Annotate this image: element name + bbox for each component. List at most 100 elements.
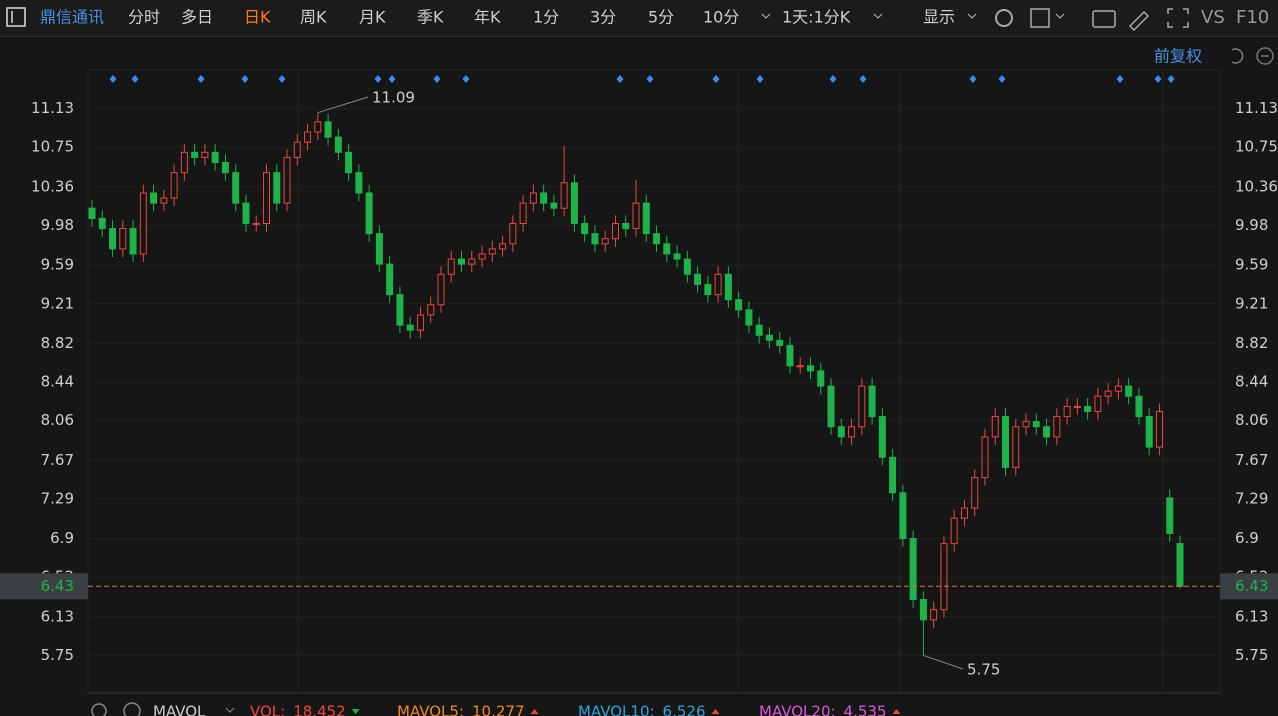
- candle-body: [991, 416, 999, 438]
- candle-body: [550, 202, 558, 209]
- vs-button[interactable]: VS: [1201, 7, 1225, 28]
- display-button[interactable]: 显示: [923, 8, 955, 27]
- candle-body: [262, 172, 270, 224]
- candle-body: [1135, 395, 1143, 418]
- candle-body: [1094, 395, 1102, 412]
- period-tab[interactable]: 1分: [533, 8, 559, 27]
- event-marker[interactable]: [433, 75, 441, 83]
- event-marker[interactable]: [388, 75, 396, 83]
- candle-body: [416, 314, 424, 331]
- event-marker[interactable]: [1167, 75, 1175, 83]
- candle-body: [150, 192, 158, 204]
- candle-body: [488, 248, 496, 255]
- candle-body: [581, 222, 589, 235]
- y-tick-label-right: 11.13: [1235, 99, 1278, 117]
- candle-body: [529, 192, 537, 204]
- candle-body: [1022, 421, 1030, 428]
- event-marker[interactable]: [131, 75, 139, 83]
- candle-body: [776, 339, 784, 346]
- event-marker[interactable]: [197, 75, 205, 83]
- candle-body: [724, 273, 732, 301]
- period-tab[interactable]: 3分: [590, 8, 616, 27]
- candle-body: [848, 426, 856, 438]
- event-marker[interactable]: [646, 75, 654, 83]
- zoom-out-icon[interactable]: [1256, 47, 1274, 65]
- event-marker[interactable]: [829, 75, 837, 83]
- event-marker[interactable]: [969, 75, 977, 83]
- trend-arrow: [892, 709, 901, 714]
- y-tick-label: 10.36: [31, 177, 74, 195]
- y-tick-label: 11.13: [31, 99, 74, 117]
- indicator-bar: [0, 693, 1278, 716]
- event-marker[interactable]: [462, 75, 470, 83]
- event-marker[interactable]: [241, 75, 249, 83]
- toolbar: [0, 0, 1278, 36]
- candle-body: [1084, 405, 1092, 412]
- candle-body: [447, 258, 455, 275]
- event-marker[interactable]: [998, 75, 1006, 83]
- period-select[interactable]: 1天:1分K: [782, 8, 851, 27]
- candle-body: [663, 243, 671, 255]
- candle-body: [1145, 416, 1153, 448]
- event-marker[interactable]: [278, 75, 286, 83]
- period-tab[interactable]: 月K: [359, 8, 386, 27]
- period-tab[interactable]: 分时: [128, 8, 160, 27]
- trend-arrow: [351, 709, 360, 714]
- event-marker[interactable]: [374, 75, 382, 83]
- last-price-label-right: 6.43: [1235, 577, 1268, 595]
- event-marker[interactable]: [1154, 75, 1162, 83]
- period-tab[interactable]: 日K: [244, 8, 271, 27]
- event-marker[interactable]: [712, 75, 720, 83]
- event-marker[interactable]: [756, 75, 764, 83]
- period-tab[interactable]: 5分: [648, 8, 674, 27]
- indicator-close-icon[interactable]: [123, 702, 141, 716]
- f10-button[interactable]: F10: [1236, 7, 1269, 28]
- candle-body: [837, 426, 845, 438]
- indicator-settings-icon[interactable]: [91, 703, 107, 716]
- event-marker[interactable]: [1116, 75, 1124, 83]
- candle-body: [1032, 421, 1040, 428]
- candle-body: [1104, 390, 1112, 397]
- candle-body: [755, 324, 763, 336]
- period-tab[interactable]: 多日: [181, 8, 213, 27]
- candle-body: [1114, 385, 1122, 392]
- candle-body: [673, 253, 681, 260]
- y-tick-label-right: 6.13: [1235, 607, 1268, 625]
- candle-body: [796, 365, 804, 368]
- draw-icon[interactable]: [1128, 10, 1150, 32]
- period-tab[interactable]: 10分: [703, 8, 739, 27]
- event-marker[interactable]: [616, 75, 624, 83]
- menu-icon[interactable]: [6, 7, 26, 27]
- candle-body: [519, 202, 527, 224]
- event-marker[interactable]: [109, 75, 117, 83]
- period-tabs: 分时 多日 日K 周K 月K 季K 年K 1分 3分 5分 10分: [128, 8, 739, 27]
- period-tab[interactable]: 周K: [300, 8, 327, 27]
- y-tick-label: 9.59: [41, 256, 74, 274]
- color-icon[interactable]: [1030, 8, 1050, 28]
- candle-body: [611, 222, 619, 240]
- y-tick-label: 8.82: [41, 334, 74, 352]
- candle-body: [622, 222, 630, 230]
- fullscreen-icon[interactable]: [1167, 8, 1189, 28]
- period-tab[interactable]: 年K: [474, 8, 501, 27]
- settings-icon[interactable]: [995, 9, 1013, 27]
- y-tick-label-right: 10.75: [1235, 138, 1278, 156]
- event-marker[interactable]: [859, 75, 867, 83]
- candle-body: [714, 273, 722, 296]
- candle-body: [1125, 385, 1133, 397]
- indicator-label: MAVOL20:: [759, 703, 836, 716]
- candle-body: [365, 192, 373, 235]
- undo-icon[interactable]: [1231, 48, 1244, 64]
- indicator-label: MAVOL5:: [397, 703, 464, 716]
- indicator-value: 18.452: [293, 703, 346, 716]
- candle-body: [1166, 497, 1174, 534]
- stock-name[interactable]: 鼎信通讯: [40, 8, 104, 27]
- period-tab[interactable]: 季K: [417, 8, 444, 27]
- y-tick-label: 6.9: [50, 529, 74, 547]
- candle-body: [406, 324, 414, 331]
- candle-body: [252, 222, 260, 225]
- indicator-value: 6.526: [663, 703, 706, 716]
- adjust-label[interactable]: 前复权: [1154, 47, 1202, 66]
- camera-icon[interactable]: [1092, 10, 1116, 28]
- indicator-name[interactable]: MAVOL: [153, 703, 206, 716]
